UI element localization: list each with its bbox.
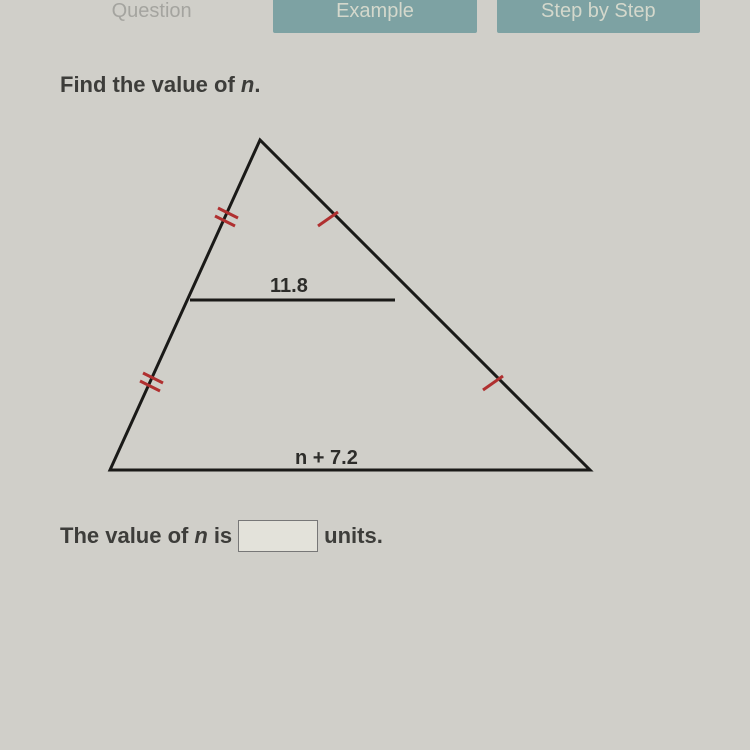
prompt-prefix: Find the value of [60, 72, 241, 97]
tab-example[interactable]: Example [273, 0, 476, 33]
answer-line: The value of n is units. [60, 520, 383, 552]
tab-step-by-step[interactable]: Step by Step [497, 0, 700, 33]
triangle-diagram: 11.8 n + 7.2 [60, 120, 630, 490]
outer-triangle [110, 140, 590, 470]
prompt-variable: n [241, 72, 254, 97]
tick-right-lower [483, 376, 503, 390]
question-prompt: Find the value of n. [60, 72, 260, 98]
answer-mid: is [214, 523, 232, 549]
tab-bar: Question Example Step by Step [0, 0, 750, 33]
tick-right-upper [318, 212, 338, 226]
base-label: n + 7.2 [295, 447, 358, 469]
answer-input[interactable] [238, 520, 318, 552]
answer-variable: n [194, 523, 207, 549]
prompt-suffix: . [254, 72, 260, 97]
tab-question[interactable]: Question [50, 0, 253, 33]
answer-suffix: units. [324, 523, 383, 549]
answer-prefix: The value of [60, 523, 188, 549]
midsegment-label: 11.8 [270, 275, 308, 297]
